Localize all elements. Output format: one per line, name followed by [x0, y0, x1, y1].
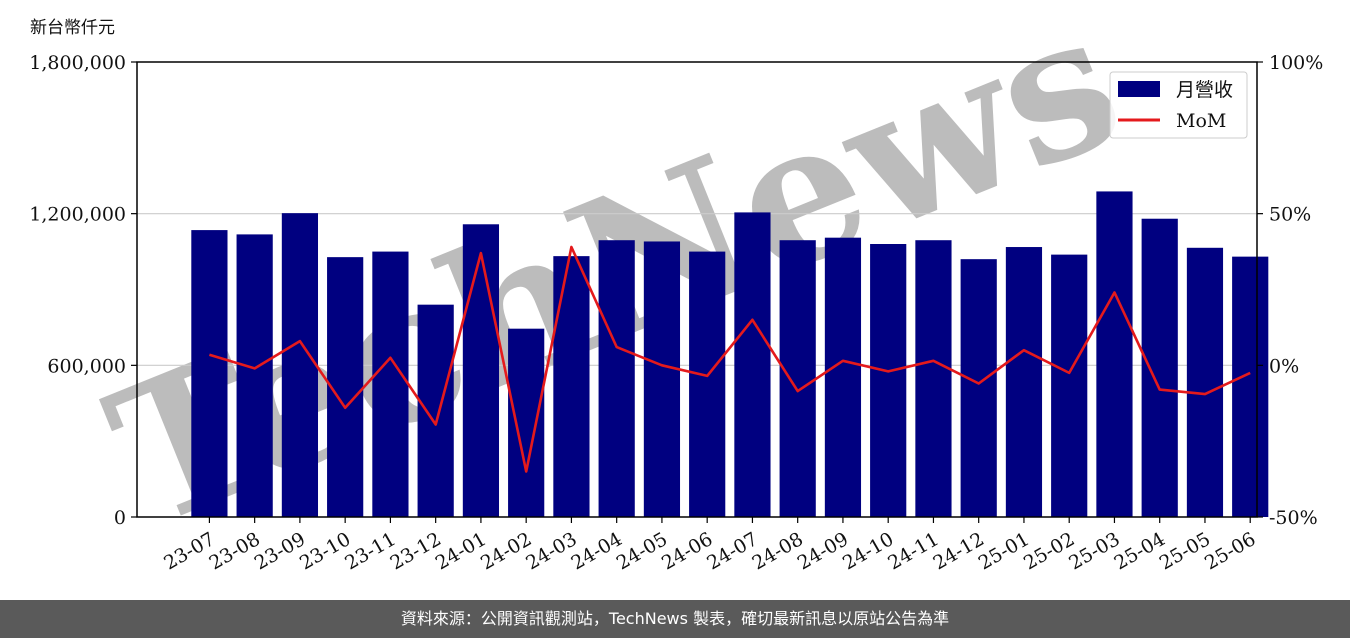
bar-24-11: [915, 240, 952, 518]
x-tick-label: 25-02: [1020, 528, 1078, 574]
legend-label-revenue: 月營收: [1176, 79, 1233, 101]
plot-frame: [136, 61, 1258, 518]
bar-25-05: [1186, 247, 1224, 517]
revenue-chart: TechNews 0600,0001,200,0001,800,000-50%0…: [29, 0, 1323, 574]
unit-label: 新台幣仟元: [30, 18, 115, 38]
bar-24-12: [960, 259, 997, 517]
x-tick-label: 24-02: [477, 528, 535, 574]
right-tick-label: 0%: [1269, 355, 1299, 377]
bar-24-08: [779, 240, 816, 518]
mom-line-series: [209, 245, 1251, 473]
x-tick-label: 24-01: [432, 528, 490, 574]
x-tick-label: 25-01: [975, 528, 1033, 574]
bar-series: [191, 191, 1269, 518]
x-tick-label: 24-09: [794, 528, 852, 574]
x-tick-label: 23-09: [251, 528, 309, 574]
x-tick-label: 25-05: [1156, 528, 1214, 574]
x-tick-label: 24-10: [839, 528, 897, 574]
x-tick-label: 24-07: [703, 528, 761, 574]
x-tick-label: 24-03: [522, 528, 580, 574]
left-tick-label: 1,800,000: [29, 52, 126, 74]
x-tick-label: 24-04: [568, 528, 626, 574]
x-tick-label: 23-11: [341, 528, 399, 574]
bar-23-11: [372, 251, 409, 518]
bar-25-01: [1005, 247, 1043, 518]
bar-24-09: [824, 237, 862, 518]
legend: 月營收 MoM: [1109, 71, 1248, 139]
x-tick-label: 24-06: [658, 528, 716, 574]
left-tick-label: 1,200,000: [29, 204, 126, 226]
x-tick-label: 25-03: [1065, 528, 1123, 574]
x-tick-label: 24-05: [613, 528, 671, 574]
right-tick-label: 100%: [1269, 52, 1323, 74]
bar-25-04: [1141, 218, 1178, 517]
bar-24-01: [462, 224, 500, 518]
bar-23-09: [281, 213, 319, 517]
x-tick-label: 23-12: [387, 528, 445, 574]
right-tick-label: 50%: [1269, 204, 1311, 226]
bar-24-04: [598, 240, 635, 518]
bar-24-06: [689, 251, 726, 518]
x-tick-label: 24-11: [884, 528, 942, 574]
x-tick-label: 25-06: [1201, 528, 1259, 574]
bar-23-07: [191, 230, 228, 517]
x-tick-label: 23-10: [296, 528, 354, 574]
x-tick-label: 25-04: [1111, 528, 1169, 574]
mom-line: [209, 245, 1251, 473]
bar-24-07: [734, 212, 771, 517]
bar-23-10: [327, 257, 364, 517]
bar-25-03: [1096, 191, 1133, 517]
bar-24-10: [870, 244, 907, 517]
bar-24-02: [508, 328, 545, 517]
bar-24-03: [553, 256, 590, 517]
legend-label-mom: MoM: [1176, 110, 1226, 132]
x-tick-label: 24-08: [749, 528, 807, 574]
bar-23-12: [417, 304, 454, 517]
x-tick-label: 24-12: [930, 528, 988, 574]
bar-25-02: [1051, 254, 1088, 517]
left-tick-label: 0: [114, 507, 126, 529]
bar-24-05: [643, 241, 681, 517]
right-tick-label: -50%: [1269, 507, 1318, 529]
bar-23-08: [236, 234, 273, 517]
source-footer: 資料來源：公開資訊觀測站，TechNews 製表，確切最新訊息以原站公告為準: [0, 600, 1350, 638]
bar-25-06: [1232, 256, 1269, 517]
legend-swatch-bar: [1118, 81, 1160, 97]
left-tick-label: 600,000: [47, 355, 126, 377]
